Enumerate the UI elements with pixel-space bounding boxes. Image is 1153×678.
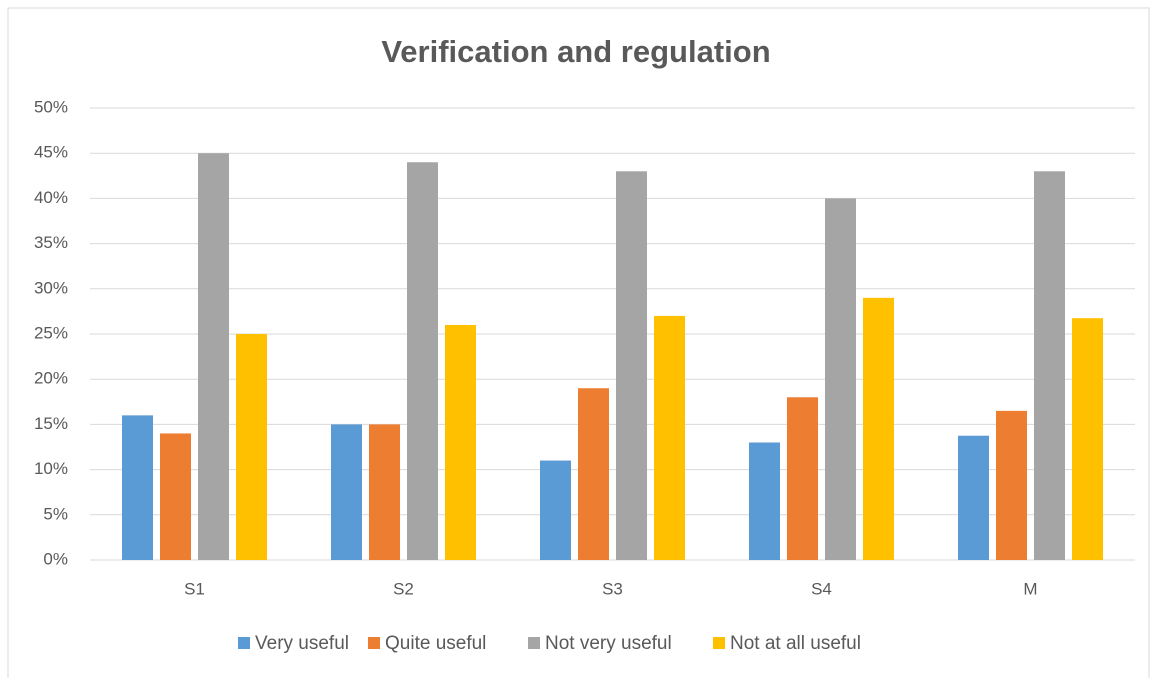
legend-swatch <box>713 637 725 649</box>
legend-label: Quite useful <box>385 633 486 654</box>
bar <box>445 324 476 560</box>
y-tick-label: 15% <box>34 414 68 433</box>
bar <box>616 171 647 560</box>
x-tick-label: S1 <box>184 579 205 598</box>
chart-title: Verification and regulation <box>381 34 770 69</box>
y-tick-label: 25% <box>34 323 68 342</box>
x-tick-label: S3 <box>602 579 623 598</box>
legend-label: Very useful <box>255 633 349 654</box>
bar <box>996 410 1027 560</box>
bar <box>825 198 856 560</box>
legend-label: Not at all useful <box>730 633 861 654</box>
bar <box>198 153 229 560</box>
bar <box>160 433 191 560</box>
bar <box>578 388 609 560</box>
legend-swatch <box>528 637 540 649</box>
y-tick-label: 35% <box>34 233 68 252</box>
y-tick-label: 20% <box>34 369 68 388</box>
x-tick-label: S2 <box>393 579 414 598</box>
bar <box>1034 171 1065 560</box>
y-tick-label: 10% <box>34 459 68 478</box>
x-tick-label: M <box>1023 579 1037 598</box>
bar <box>654 315 685 560</box>
y-tick-label: 45% <box>34 143 68 162</box>
bar <box>1072 318 1103 560</box>
bar <box>407 162 438 561</box>
bar <box>958 435 989 560</box>
y-tick-label: 40% <box>34 188 68 207</box>
y-tick-label: 50% <box>34 97 68 116</box>
bar <box>787 397 818 560</box>
bar <box>863 297 894 560</box>
bar <box>331 424 362 560</box>
legend-label: Not very useful <box>545 633 672 654</box>
y-tick-label: 0% <box>43 549 68 568</box>
legend-swatch <box>238 637 250 649</box>
bar <box>369 424 400 560</box>
x-tick-label: S4 <box>811 579 832 598</box>
bar <box>749 442 780 560</box>
y-tick-label: 5% <box>43 504 68 523</box>
legend-swatch <box>368 637 380 649</box>
bar <box>122 415 153 560</box>
y-tick-label: 30% <box>34 278 68 297</box>
bar <box>540 460 571 560</box>
bar <box>236 334 267 560</box>
